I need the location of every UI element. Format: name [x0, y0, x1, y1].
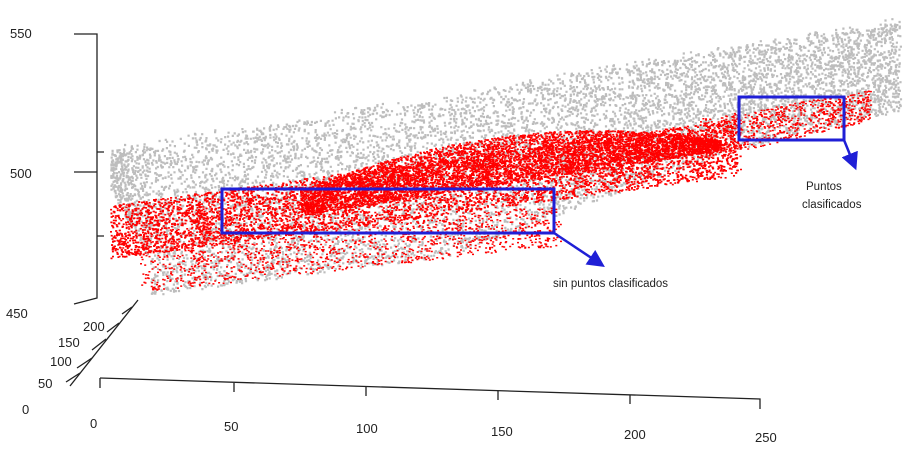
- unclassified-annotation: sin puntos clasificados: [553, 278, 668, 290]
- y-tick-label: 150: [58, 335, 80, 350]
- unclassified-point-cloud: [110, 18, 903, 296]
- classified-region-box: [737, 95, 846, 142]
- z-axis: [73, 33, 104, 305]
- x-tick-label: 100: [356, 421, 378, 436]
- z-tick-label: 500: [10, 166, 32, 181]
- y-axis: [65, 299, 139, 387]
- classified-arrow: [841, 139, 858, 171]
- classified-annotation-line1: Puntos: [806, 181, 842, 193]
- point-cluster: [140, 207, 562, 291]
- z-tick-label: 550: [10, 26, 32, 41]
- classified-point-cloud: [110, 90, 872, 291]
- unclassified-arrow: [553, 231, 605, 267]
- point-cluster: [300, 130, 722, 217]
- classified-annotation-line2: clasificados: [802, 199, 862, 211]
- x-tick-label: 200: [624, 427, 646, 442]
- point-cluster: [110, 18, 903, 296]
- x-tick-label: 0: [90, 416, 97, 431]
- x-tick-label: 250: [755, 430, 777, 445]
- z-tick-label: 450: [6, 306, 28, 321]
- y-origin-label: 0: [22, 402, 29, 417]
- y-tick-label: 200: [83, 319, 105, 334]
- unclassified-region-box: [220, 187, 556, 235]
- x-tick-label: 50: [224, 419, 238, 434]
- y-tick-label: 100: [50, 354, 72, 369]
- x-axis: [99, 377, 761, 409]
- y-tick-label: 50: [38, 376, 52, 391]
- x-tick-label: 150: [491, 424, 513, 439]
